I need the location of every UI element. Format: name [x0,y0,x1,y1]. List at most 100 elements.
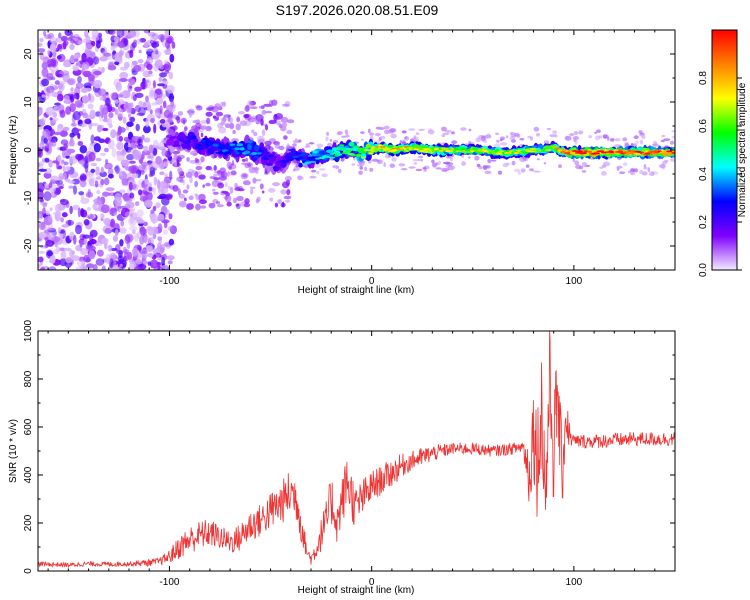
heatmap-cell [643,166,648,170]
heatmap-cell [68,185,75,189]
heatmap-cell [60,35,68,42]
heatmap-cell [77,207,81,218]
heatmap-cell [130,78,136,86]
heatmap-cell [74,128,82,132]
heatmap-cell [298,139,302,143]
heatmap-cell [116,141,124,151]
heatmap-cell [115,249,124,255]
heatmap-cell [129,216,135,224]
heatmap-cell [72,204,80,211]
heatmap-cell [474,155,480,161]
heatmap-cell [259,183,264,190]
heatmap-cell [126,146,133,151]
heatmap-cell [69,171,79,179]
heatmap-cell [99,56,108,62]
heatmap-cell [143,260,148,265]
heatmap-cell [105,30,114,35]
heatmap-cell [82,61,86,72]
heatmap-cell [68,155,78,165]
heatmap-cell [113,212,118,217]
heatmap-cell [141,164,146,170]
heatmap-cell [549,134,557,138]
heatmap-cell [134,86,142,92]
heatmap-cell [142,80,150,83]
heatmap-cell [89,51,96,59]
heatmap-cell [461,161,466,166]
heatmap-cell [295,163,299,168]
heatmap-cell [102,191,110,197]
heatmap-cell [146,160,153,164]
heatmap-cell [210,140,216,144]
heatmap-cell [573,138,577,142]
heatmap-cell [340,157,345,162]
heatmap-cell [166,118,174,124]
heatmap-cell [146,63,153,71]
heatmap-cell [58,186,64,189]
heatmap-cell [38,250,46,254]
heatmap-cell [101,265,106,270]
heatmap-cell [618,171,626,174]
heatmap-cell [94,243,103,247]
heatmap-cell [103,217,111,226]
heatmap-cell [451,140,458,145]
heatmap-cell [128,113,132,118]
heatmap-cell [357,147,365,150]
heatmap-cell [55,246,61,253]
heatmap-cell [129,207,136,213]
heatmap-cell [497,170,503,175]
heatmap-cell [63,143,68,151]
heatmap-cell [38,213,42,218]
heatmap-cell [45,239,55,247]
heatmap-cell [128,160,136,164]
heatmap-cell [255,198,259,204]
y-tick-label: 10 [23,96,34,108]
heatmap-cell [159,72,167,78]
heatmap-cell [244,198,250,205]
heatmap-cell [337,131,343,135]
heatmap-cell [401,168,408,171]
heatmap-cell [93,56,100,65]
heatmap-cell [391,157,397,162]
heatmap-cell [114,94,124,98]
heatmap-cell [486,133,491,138]
heatmap-cell [65,166,71,171]
heatmap-cell [126,121,134,127]
heatmap-cell [647,167,651,173]
heatmap-cell [144,137,151,143]
heatmap-cell [109,258,114,268]
heatmap-cell [649,171,655,177]
heatmap-cell [95,157,102,162]
heatmap-cell [130,142,136,149]
heatmap-cell [129,117,135,122]
heatmap-cell [38,168,47,172]
heatmap-cell [45,210,50,216]
heatmap-cell [287,119,295,124]
heatmap-cell [86,263,95,269]
heatmap-cell [578,130,584,135]
heatmap-cell [543,162,547,165]
heatmap-cell [55,210,62,218]
heatmap-cell [145,95,149,103]
heatmap-cell [139,250,148,255]
heatmap-cell [478,165,483,170]
heatmap-cell [110,191,114,197]
heatmap-cell [110,218,116,228]
heatmap-cell [232,130,236,134]
heatmap-cell [228,166,233,171]
heatmap-cell [399,140,403,144]
heatmap-cell [294,152,302,155]
heatmap-cell [77,76,82,84]
heatmap-cell [277,199,282,204]
heatmap-cell [265,110,273,114]
heatmap-cell [308,142,315,145]
snr-y-ticks: 0 200 400 600 800 1000 [23,319,675,574]
heatmap-cell [260,105,265,109]
heatmap-cell [91,35,100,41]
heatmap-cell [281,201,285,208]
heatmap-cell [76,40,83,45]
heatmap-cell [100,204,110,214]
heatmap-cell [418,155,424,159]
heatmap-cell [519,138,525,141]
heatmap-cell [484,170,492,175]
heatmap-cell [164,194,173,201]
